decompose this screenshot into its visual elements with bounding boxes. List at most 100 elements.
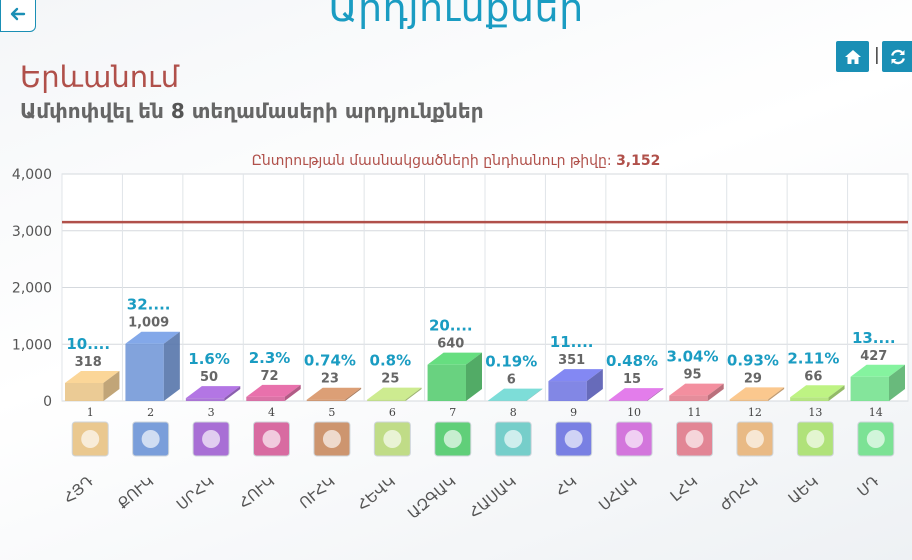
party-number: 3	[208, 406, 215, 419]
bar-side-5	[345, 387, 362, 401]
bar-4[interactable]	[246, 396, 285, 401]
bar-11[interactable]	[669, 395, 708, 401]
party-abbreviation: ՀԿ	[552, 472, 580, 500]
party-logo-emblem	[806, 430, 825, 448]
bar-value-label: 25	[381, 372, 399, 387]
bar-7[interactable]	[427, 364, 466, 401]
bar-value-label: 15	[623, 372, 641, 387]
y-tick-label: 4,000	[12, 167, 52, 183]
bar-top-1	[65, 370, 120, 383]
bar-value-label: 50	[200, 370, 218, 385]
bar-3[interactable]	[185, 398, 225, 401]
bar-6[interactable]	[367, 399, 406, 401]
bar-14[interactable]	[850, 376, 889, 401]
bar-12[interactable]	[729, 399, 769, 401]
party-abbreviation: ՍՐՀԿ	[173, 472, 218, 513]
bar-percent-label: 10....	[66, 335, 110, 353]
party-number: 11	[688, 406, 702, 419]
party-abbreviation: ՀԵՎԿ	[354, 472, 399, 514]
home-button[interactable]	[836, 41, 869, 72]
bar-value-label: 95	[683, 368, 701, 383]
bar-top-2	[125, 331, 180, 344]
party-abbreviation: ԱԶԳԱԿ	[404, 472, 459, 522]
bar-value-label: 72	[260, 369, 278, 384]
party-number: 2	[147, 406, 154, 419]
party-abbreviation: ՀԱՍԱԿ	[466, 472, 520, 522]
bar-top-10	[608, 388, 664, 401]
party-abbreviation: ՀՅԴ	[60, 472, 97, 507]
party-abbreviation: ՀՈՒԿ	[235, 472, 278, 512]
summary-suffix: տեղամասերի արդյունքներ	[191, 99, 484, 123]
party-logo-emblem	[443, 430, 462, 448]
party-number: 13	[808, 406, 822, 419]
bar-side-9	[586, 369, 603, 401]
bar-side-4	[284, 384, 301, 401]
bar-percent-label: 3.04%	[666, 348, 718, 366]
bar-side-11	[707, 383, 724, 401]
bar-1[interactable]	[65, 382, 104, 401]
bar-side-14	[889, 364, 905, 401]
party-logo-emblem	[262, 430, 281, 448]
party-number: 6	[389, 406, 396, 419]
party-number: 4	[268, 406, 275, 419]
voter-turnout-value: 3,152	[616, 153, 661, 169]
party-abbreviation: ՔՈՒԿ	[114, 472, 157, 512]
bar-percent-label: 0.19%	[485, 353, 537, 371]
bar-5[interactable]	[306, 399, 346, 401]
party-abbreviation: ՈՒՀԿ	[296, 472, 339, 512]
summary-prefix: Ամփոփվել են	[20, 99, 164, 123]
bar-top-3	[185, 386, 241, 399]
bar-top-8	[488, 388, 543, 401]
party-abbreviation: ՍԴ	[854, 472, 883, 500]
bar-percent-label: 0.48%	[606, 352, 658, 370]
bar-top-7	[427, 352, 482, 365]
party-number: 14	[869, 406, 883, 419]
bar-percent-label: 1.6%	[188, 350, 230, 368]
y-tick-label: 3,000	[12, 224, 52, 240]
party-logo-emblem	[866, 430, 885, 448]
page-title: Արդյունքներ	[328, 0, 584, 30]
bar-percent-label: 13....	[852, 329, 896, 347]
bar-value-label: 640	[437, 337, 464, 352]
bar-value-label: 1,009	[128, 316, 169, 331]
party-number: 1	[87, 406, 94, 419]
bar-percent-label: 20....	[429, 317, 473, 335]
bar-percent-label: 11....	[550, 333, 594, 351]
bar-percent-label: 0.93%	[727, 351, 779, 369]
refresh-button[interactable]	[882, 41, 912, 72]
bar-10[interactable]	[608, 400, 648, 401]
bar-value-label: 29	[744, 371, 762, 386]
bar-percent-label: 2.11%	[787, 349, 839, 367]
party-logo-emblem	[625, 430, 644, 448]
bar-value-label: 427	[860, 349, 887, 364]
party-logo-emblem	[745, 430, 764, 448]
y-tick-label: 1,000	[12, 337, 52, 353]
bar-value-label: 351	[558, 353, 585, 368]
party-logo-emblem	[81, 430, 100, 448]
party-number: 9	[570, 406, 577, 419]
bar-2[interactable]	[125, 343, 164, 401]
back-button[interactable]	[0, 0, 36, 32]
bar-side-1	[103, 370, 120, 401]
party-logo-emblem	[141, 430, 160, 448]
results-chart: 01,0002,0003,0004,00010....31832....1,00…	[12, 167, 909, 523]
bar-top-14	[850, 364, 905, 377]
party-abbreviation: ԺՈՀԿ	[716, 472, 761, 514]
party-abbreviation: ԱԵԿ	[785, 472, 822, 507]
bar-percent-label: 0.8%	[370, 352, 412, 370]
bar-value-label: 23	[321, 372, 339, 387]
party-number: 10	[627, 406, 641, 419]
bar-percent-label: 0.74%	[304, 352, 356, 370]
party-logo-emblem	[685, 430, 704, 448]
bar-side-7	[466, 352, 482, 401]
party-logo-emblem	[202, 430, 221, 448]
party-logo-emblem	[504, 430, 523, 448]
bar-13[interactable]	[790, 397, 829, 401]
party-logo-emblem	[564, 430, 583, 448]
toolbar-divider: |	[874, 45, 880, 65]
party-abbreviation: ԼՀԿ	[667, 472, 701, 505]
bar-side-13	[828, 385, 845, 401]
voter-turnout-note: Ընտրության մասնակցածների ընդհանուր թիվը:…	[0, 153, 912, 169]
bar-9[interactable]	[548, 381, 587, 401]
bar-value-label: 66	[804, 369, 822, 384]
